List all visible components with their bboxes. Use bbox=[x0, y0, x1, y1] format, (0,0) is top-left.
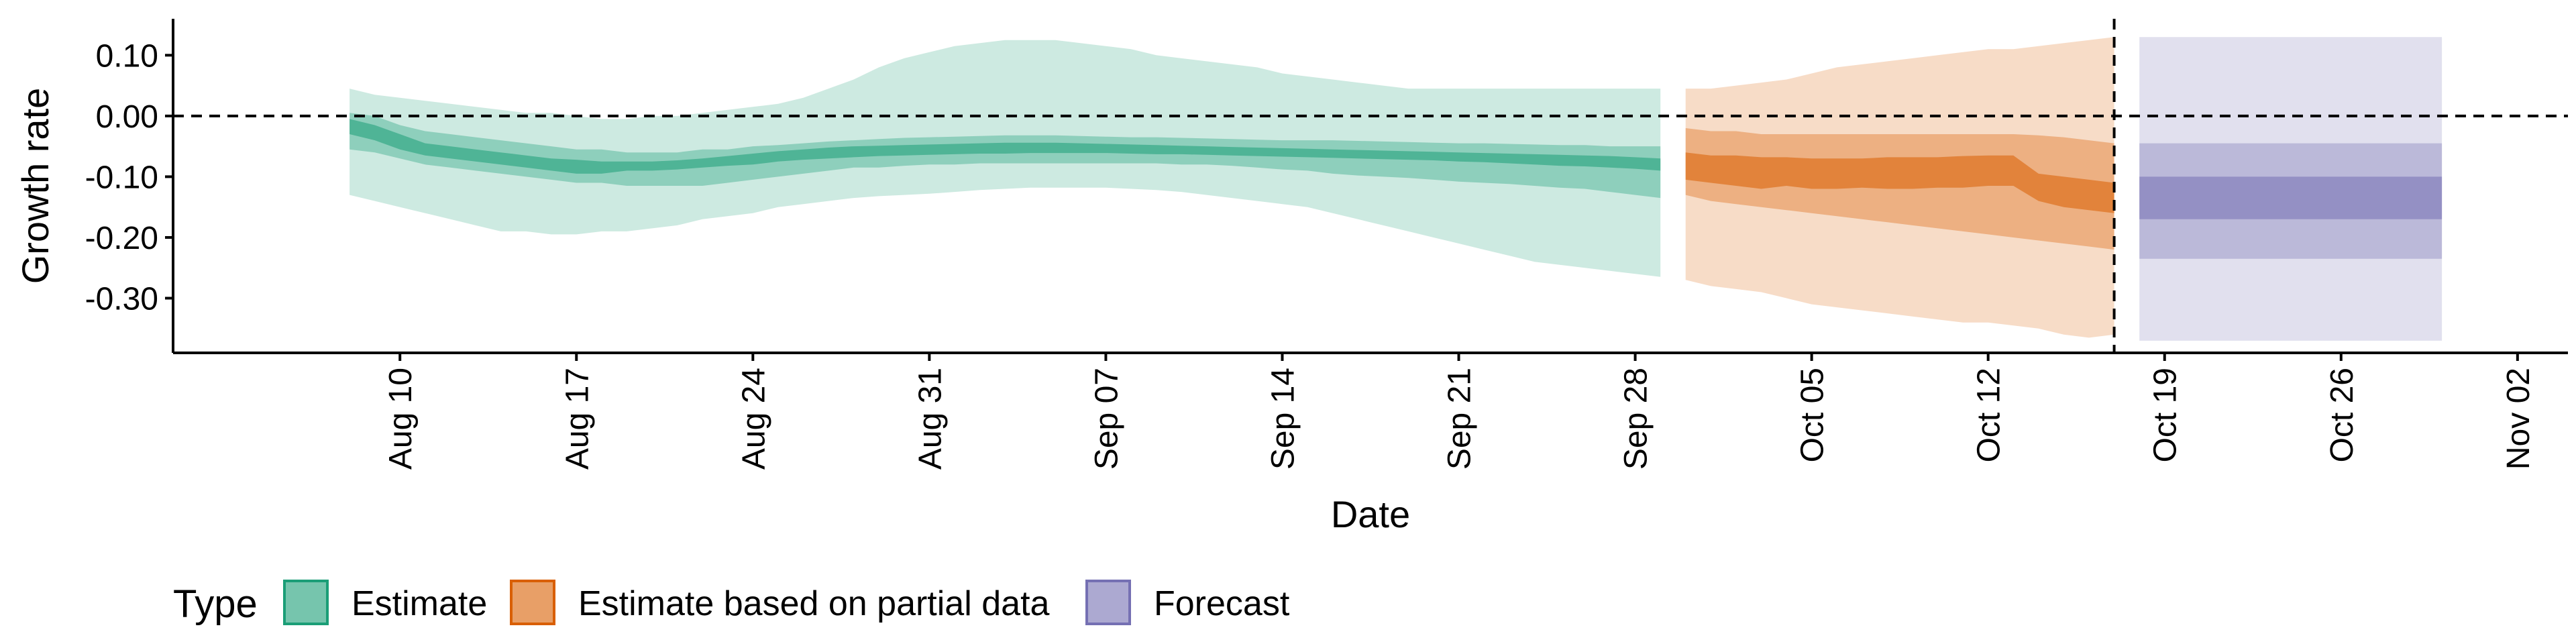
legend-label-estimate-based-on-partial-data: Estimate based on partial data bbox=[578, 584, 1050, 623]
x-tick-label: Oct 19 bbox=[2148, 368, 2184, 462]
band-forecast-20 bbox=[2139, 176, 2443, 219]
y-axis-title: Growth rate bbox=[14, 88, 56, 284]
x-tick-label: Sep 14 bbox=[1265, 368, 1301, 470]
axes: 0.10 0.00 -0.10 -0.20 -0.30 Aug 10 Aug 17 Aug 2… bbox=[85, 19, 2568, 470]
band-estimate-50 bbox=[350, 113, 1661, 199]
legend-key-forecast bbox=[1085, 580, 1131, 625]
bands-layer bbox=[350, 37, 2443, 341]
x-tick-label: Sep 21 bbox=[1442, 368, 1478, 470]
legend-key-estimate-based-on-partial-data bbox=[510, 580, 555, 625]
legend-label-estimate: Estimate bbox=[352, 584, 487, 623]
legend-key-estimate bbox=[283, 580, 329, 625]
y-tick-label: -0.20 bbox=[85, 221, 158, 256]
y-tick-label: 0.00 bbox=[96, 99, 158, 135]
x-tick-label: Aug 17 bbox=[559, 368, 595, 470]
x-tick-label: Oct 26 bbox=[2324, 368, 2360, 462]
legend: Type Estimate Estimate based on partial d… bbox=[173, 580, 1290, 626]
legend-title: Type bbox=[173, 582, 258, 626]
band-estimate-based-on-partial-data-20 bbox=[1685, 152, 2114, 213]
x-tick-label: Sep 28 bbox=[1619, 368, 1654, 470]
x-tick-label: Aug 24 bbox=[736, 368, 771, 470]
series-estimate bbox=[350, 40, 1661, 277]
band-estimate-20 bbox=[350, 119, 1661, 174]
y-tick-label: -0.10 bbox=[85, 160, 158, 195]
x-axis-title: Date bbox=[1331, 493, 1410, 535]
x-tick-label: Aug 31 bbox=[912, 368, 948, 470]
reference-lines bbox=[173, 19, 2568, 353]
y-tick-label: -0.30 bbox=[85, 282, 158, 317]
x-tick-label: Nov 02 bbox=[2501, 368, 2536, 470]
x-tick-label: Sep 07 bbox=[1089, 368, 1124, 470]
series-forecast bbox=[2139, 37, 2443, 341]
x-tick-label: Oct 05 bbox=[1795, 368, 1831, 462]
y-tick-label: 0.10 bbox=[96, 38, 158, 74]
band-estimate-90 bbox=[350, 40, 1661, 277]
x-tick-label: Oct 12 bbox=[1972, 368, 2007, 462]
legend-label-forecast: Forecast bbox=[1154, 584, 1290, 623]
series-estimate-based-on-partial-data bbox=[1685, 37, 2114, 338]
x-tick-label: Aug 10 bbox=[383, 368, 419, 470]
